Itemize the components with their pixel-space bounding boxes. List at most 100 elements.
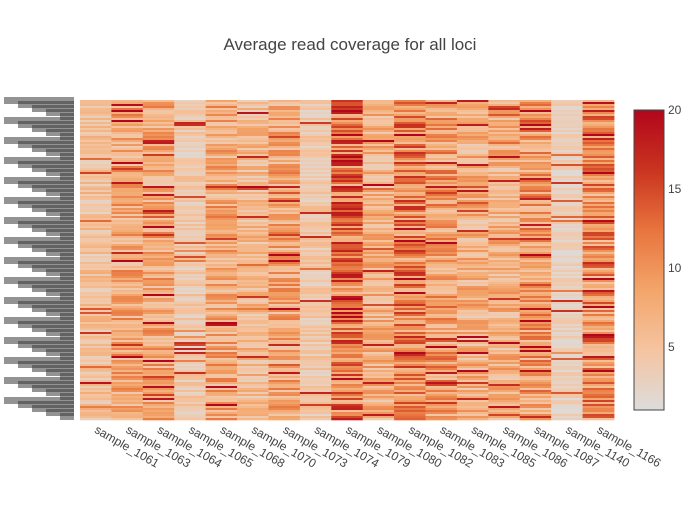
heatmap-cell <box>111 278 144 281</box>
y-tick-label-mark <box>18 141 74 148</box>
heatmap-cell <box>299 370 332 373</box>
heatmap-cell <box>551 100 583 103</box>
heatmap-cell <box>362 410 395 413</box>
heatmap-cell <box>111 270 144 273</box>
heatmap-cell <box>268 384 301 387</box>
heatmap-cell <box>80 202 112 205</box>
heatmap-cell <box>331 356 364 359</box>
heatmap-cell <box>582 414 615 417</box>
y-tick-label-mark <box>18 121 74 128</box>
heatmap-cell <box>425 344 458 347</box>
heatmap-cell <box>174 242 207 245</box>
heatmap-cell <box>299 168 332 171</box>
heatmap-cell <box>80 306 112 309</box>
heatmap-cell <box>362 188 395 191</box>
heatmap-cell <box>519 104 552 107</box>
heatmap-cell <box>299 206 332 209</box>
heatmap-cell <box>237 232 269 235</box>
heatmap-cell <box>582 208 615 211</box>
heatmap-cell <box>142 346 175 349</box>
heatmap-cell <box>331 236 364 239</box>
heatmap-cell <box>237 368 269 371</box>
heatmap-cell <box>582 170 615 173</box>
heatmap-cell <box>551 354 583 357</box>
heatmap-cell <box>205 170 238 173</box>
heatmap-cell <box>488 282 521 285</box>
heatmap-cell <box>488 344 521 347</box>
heatmap-cell <box>268 218 301 221</box>
heatmap-cell <box>237 102 269 105</box>
heatmap-cell <box>488 228 521 231</box>
heatmap-cell <box>425 342 458 345</box>
heatmap-cell <box>551 112 583 115</box>
heatmap-cell <box>111 150 144 153</box>
heatmap-cell <box>551 288 583 291</box>
heatmap-cell <box>174 266 207 269</box>
heatmap-cell <box>268 292 301 295</box>
heatmap-cell <box>519 240 552 243</box>
heatmap-cell <box>237 294 269 297</box>
heatmap-cell <box>362 178 395 181</box>
heatmap-cell <box>142 218 175 221</box>
heatmap-cell <box>362 360 395 363</box>
heatmap-cell <box>488 248 521 251</box>
heatmap-cell <box>205 260 238 263</box>
heatmap-cell <box>237 298 269 301</box>
heatmap-cell <box>519 336 552 339</box>
heatmap-cell <box>582 116 615 119</box>
heatmap-cell <box>80 242 112 245</box>
heatmap-cell <box>142 156 175 159</box>
heatmap-cell <box>456 106 489 109</box>
heatmap-cell <box>519 136 552 139</box>
heatmap-cell <box>519 198 552 201</box>
heatmap-cell <box>111 290 144 293</box>
heatmap-cell <box>299 106 332 109</box>
heatmap-cell <box>174 350 207 353</box>
heatmap-cell <box>268 178 301 181</box>
heatmap-cell <box>111 414 144 417</box>
heatmap-cell <box>299 306 332 309</box>
heatmap-cell <box>111 158 144 161</box>
heatmap-cell <box>394 354 426 357</box>
heatmap-cell <box>205 386 238 389</box>
heatmap-cell <box>174 314 207 317</box>
heatmap-cell <box>425 124 458 127</box>
heatmap-cell <box>331 210 364 213</box>
heatmap-cell <box>142 284 175 287</box>
heatmap-cell <box>299 138 332 141</box>
heatmap-cell <box>205 320 238 323</box>
heatmap-cell <box>205 230 238 233</box>
heatmap-cell <box>519 300 552 303</box>
heatmap-cell <box>519 124 552 127</box>
heatmap-cell <box>299 220 332 223</box>
heatmap-cell <box>551 352 583 355</box>
heatmap-cell <box>456 184 489 187</box>
heatmap-cell <box>425 370 458 373</box>
heatmap-cell <box>551 394 583 397</box>
heatmap-cell <box>174 376 207 379</box>
heatmap-cell <box>205 246 238 249</box>
heatmap-cell <box>362 242 395 245</box>
heatmap-cell <box>268 322 301 325</box>
heatmap-cell <box>456 224 489 227</box>
heatmap-cell <box>582 106 615 109</box>
heatmap-cell <box>205 160 238 163</box>
heatmap-cell <box>425 110 458 113</box>
heatmap-cell <box>394 144 426 147</box>
heatmap-cell <box>394 284 426 287</box>
heatmap-cell <box>488 276 521 279</box>
heatmap-cell <box>425 416 458 419</box>
heatmap-cell <box>142 174 175 177</box>
heatmap-cell <box>331 126 364 129</box>
heatmap-cell <box>205 262 238 265</box>
heatmap-cell <box>582 286 615 289</box>
heatmap-cell <box>80 326 112 329</box>
heatmap-cell <box>205 322 238 325</box>
heatmap-cell <box>174 394 207 397</box>
heatmap-cell <box>394 326 426 329</box>
heatmap-cell <box>394 196 426 199</box>
heatmap-cell <box>205 132 238 135</box>
heatmap-cell <box>519 260 552 263</box>
heatmap-cell <box>582 384 615 387</box>
heatmap-cell <box>299 236 332 239</box>
